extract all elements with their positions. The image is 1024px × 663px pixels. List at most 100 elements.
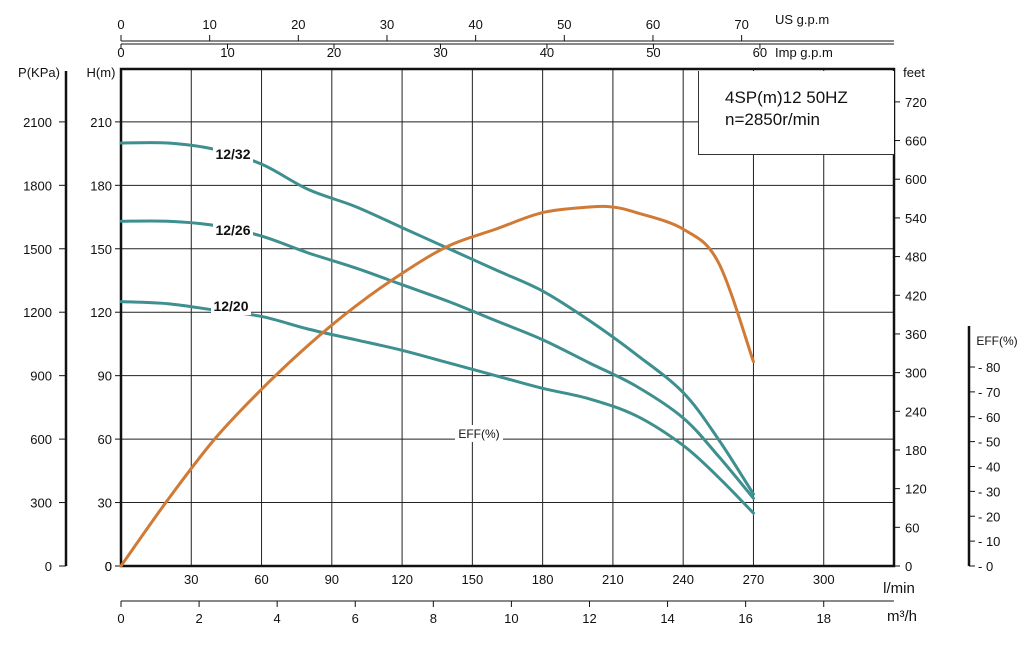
head-tick-label: 60 — [98, 432, 112, 447]
efficiency-curve — [119, 204, 755, 568]
feet-tick-label: 0 — [905, 559, 912, 574]
eff-tick-label: - 30 — [978, 484, 1000, 499]
imp-gpm-tick-label: 40 — [540, 45, 554, 60]
right-axes: feet 0 60 120 180 240 300 360 420 480 540 600 660 720… — [894, 65, 1018, 574]
pressure-tick-label: 0 — [45, 559, 52, 574]
imp-gpm-tick-label: 50 — [646, 45, 660, 60]
feet-tick-label: 600 — [905, 172, 927, 187]
feet-tick-label: 300 — [905, 366, 927, 381]
feet-tick-label: 120 — [905, 482, 927, 497]
m3h-tick-label: 8 — [430, 611, 437, 626]
head-tick-label: 120 — [90, 305, 112, 320]
head-curve-label: 12/20 — [213, 298, 248, 314]
lmin-tick-label: 30 — [184, 572, 198, 587]
feet-tick-label: 360 — [905, 327, 927, 342]
eff-tick-label: - 10 — [978, 534, 1000, 549]
feet-axis-label: feet — [903, 65, 925, 80]
feet-tick-label: 540 — [905, 211, 927, 226]
pressure-tick-label: 600 — [30, 432, 52, 447]
model-title: 4SP(m)12 50HZ — [725, 88, 848, 107]
feet-tick-label: 60 — [905, 520, 919, 535]
eff-tick-label: - 60 — [978, 410, 1000, 425]
m3h-axis-label: m³/h — [887, 608, 917, 625]
eff-tick-label: - 20 — [978, 509, 1000, 524]
imp-gpm-tick-label: 60 — [753, 45, 767, 60]
curve-label-bg — [213, 222, 253, 239]
feet-tick-label: 660 — [905, 134, 927, 149]
feet-tick-label: 180 — [905, 443, 927, 458]
curve-label-bg — [455, 425, 503, 442]
lmin-tick-label: 90 — [325, 572, 339, 587]
left-axes: P(KPa) 0 300 600 900 1200 1500 1800 2100 H(m) 0 30 6… — [18, 65, 121, 574]
grid — [121, 69, 894, 566]
curve-labels: 12/32 12/26 12/20 EFF(%) — [211, 146, 503, 442]
head-tick-label: 210 — [90, 115, 112, 130]
us-gpm-tick-label: 70 — [734, 17, 748, 32]
speed-label: n=2850r/min — [725, 110, 820, 129]
imp-gpm-tick-label: 0 — [117, 45, 124, 60]
lmin-tick-label: 300 — [813, 572, 835, 587]
lmin-zero-label: 0 — [105, 559, 112, 574]
pressure-tick-label: 1800 — [23, 178, 52, 193]
m3h-tick-label: 14 — [660, 611, 674, 626]
head-curve-label: 12/26 — [215, 222, 250, 238]
us-gpm-tick-label: 0 — [117, 17, 124, 32]
head-tick-label: 180 — [90, 178, 112, 193]
pressure-tick-label: 1200 — [23, 305, 52, 320]
lmin-tick-label: 120 — [391, 572, 413, 587]
imp-gpm-tick-label: 10 — [220, 45, 234, 60]
lmin-tick-label: 150 — [462, 572, 484, 587]
feet-tick-label: 720 — [905, 95, 927, 110]
imp-gpm-tick-label: 20 — [327, 45, 341, 60]
eff-tick-label: - 80 — [978, 360, 1000, 375]
m3h-tick-label: 6 — [352, 611, 359, 626]
eff-tick-label: - 70 — [978, 385, 1000, 400]
head-tick-label: 150 — [90, 242, 112, 257]
lmin-tick-label: 210 — [602, 572, 624, 587]
m3h-tick-label: 10 — [504, 611, 518, 626]
head-tick-label: 0 — [105, 559, 112, 574]
us-gpm-tick-label: 40 — [468, 17, 482, 32]
us-gpm-tick-label: 60 — [646, 17, 660, 32]
m3h-tick-label: 0 — [117, 611, 124, 626]
eff-tick-label: - 50 — [978, 435, 1000, 450]
us-gpm-axis-label: US g.p.m — [775, 12, 829, 27]
m3h-tick-label: 18 — [816, 611, 830, 626]
feet-tick-label: 420 — [905, 288, 927, 303]
head-curve-12-32 — [119, 141, 755, 496]
eff-tick-label: - 40 — [978, 460, 1000, 475]
m3h-tick-label: 4 — [274, 611, 281, 626]
eff-tick-label: - 0 — [978, 559, 993, 574]
imp-gpm-axis-label: Imp g.p.m — [775, 45, 833, 60]
plot-frame — [119, 67, 896, 568]
m3h-tick-label: 2 — [195, 611, 202, 626]
us-gpm-tick-label: 50 — [557, 17, 571, 32]
head-tick-label: 30 — [98, 496, 112, 511]
pressure-tick-label: 2100 — [23, 115, 52, 130]
lmin-tick-label: 240 — [672, 572, 694, 587]
us-gpm-tick-label: 10 — [202, 17, 216, 32]
m3h-tick-label: 12 — [582, 611, 596, 626]
top-axes: 0 10 20 30 40 50 60 70 US g.p.m0 10 20 30 40 50 60 Imp … — [117, 12, 894, 60]
head-curve-label: 12/32 — [215, 146, 250, 162]
imp-gpm-tick-label: 30 — [433, 45, 447, 60]
lmin-tick-label: 180 — [532, 572, 554, 587]
curve-label-bg — [213, 146, 253, 163]
pressure-axis-label: P(KPa) — [18, 65, 60, 80]
pressure-tick-label: 300 — [30, 496, 52, 511]
pressure-tick-label: 1500 — [23, 242, 52, 257]
lmin-tick-label: 270 — [743, 572, 765, 587]
us-gpm-tick-label: 30 — [380, 17, 394, 32]
feet-tick-label: 240 — [905, 404, 927, 419]
head-tick-label: 90 — [98, 369, 112, 384]
eff-axis-label: EFF(%) — [976, 334, 1017, 348]
head-curve-12-20 — [119, 300, 755, 515]
pressure-tick-label: 900 — [30, 369, 52, 384]
efficiency-curve-label: EFF(%) — [458, 427, 499, 441]
curve-label-bg — [211, 298, 251, 315]
head-axis-label: H(m) — [87, 65, 116, 80]
us-gpm-tick-label: 20 — [291, 17, 305, 32]
lmin-axis-label: l/min — [883, 580, 915, 597]
